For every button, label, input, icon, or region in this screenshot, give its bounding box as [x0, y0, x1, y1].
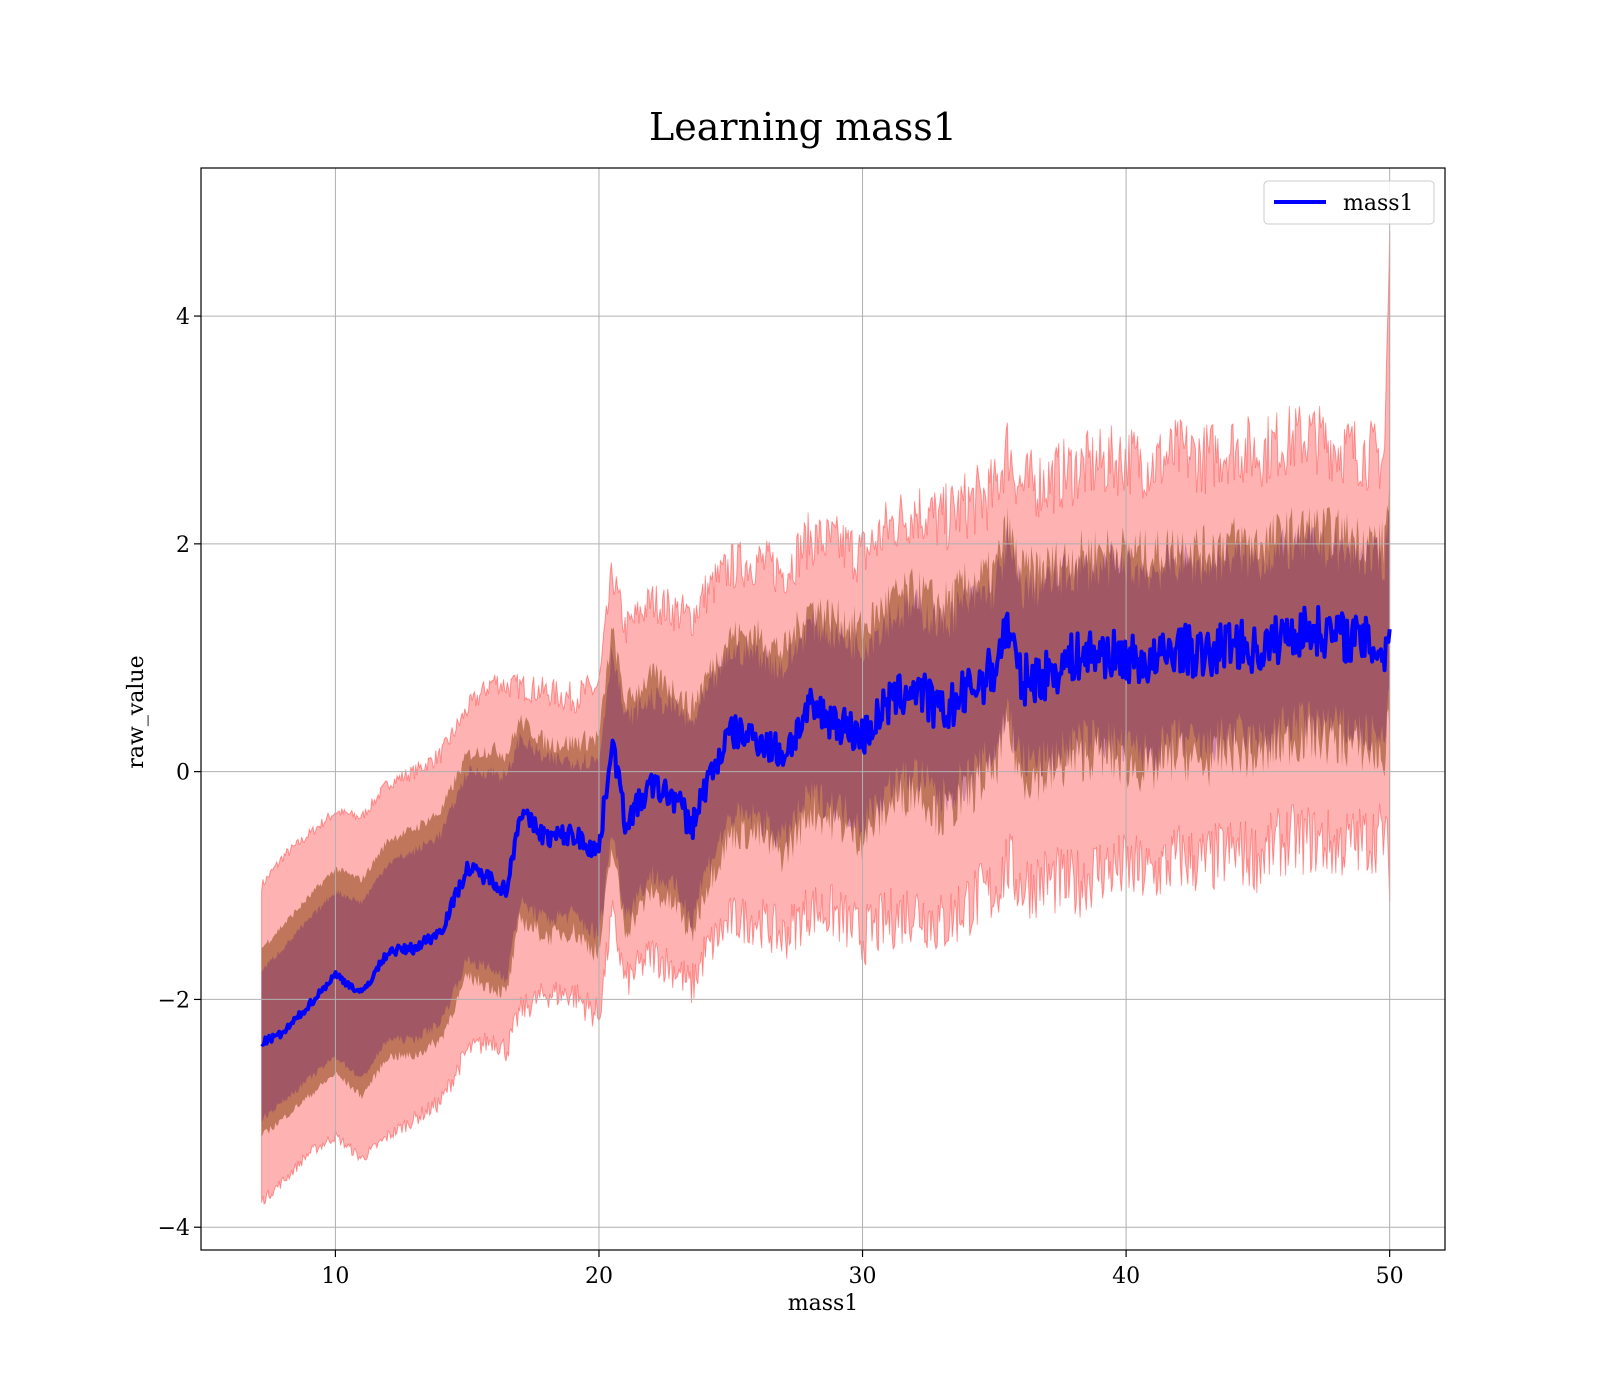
- series-line-mass1: [260, 605, 1392, 1047]
- y-tick-label: 0: [176, 761, 190, 786]
- x-tick-label: 10: [321, 1264, 349, 1289]
- x-axis-label: mass1: [788, 1291, 859, 1316]
- legend: mass1: [1263, 180, 1435, 225]
- plot-frame: [200, 167, 1446, 1251]
- y-tick-label: 4: [176, 305, 190, 330]
- x-tick-label: 20: [585, 1264, 613, 1289]
- y-tick-label: −2: [158, 988, 190, 1013]
- plot-area: 10 20 30 40 50 −4 −2 0 2 4: [158, 167, 1446, 1289]
- legend-box: [1263, 180, 1435, 225]
- x-tick-label: 30: [849, 1264, 877, 1289]
- x-tick-label: 50: [1376, 1264, 1404, 1289]
- x-tick-label: 40: [1112, 1264, 1140, 1289]
- chart-title: Learning mass1: [649, 105, 957, 149]
- y-tick-label: 2: [176, 533, 190, 558]
- y-axis-label: raw_value: [124, 655, 149, 768]
- y-tick-label: −4: [158, 1216, 190, 1241]
- legend-entry-mass1: mass1: [1343, 191, 1414, 216]
- band-inner: [261, 462, 1390, 1137]
